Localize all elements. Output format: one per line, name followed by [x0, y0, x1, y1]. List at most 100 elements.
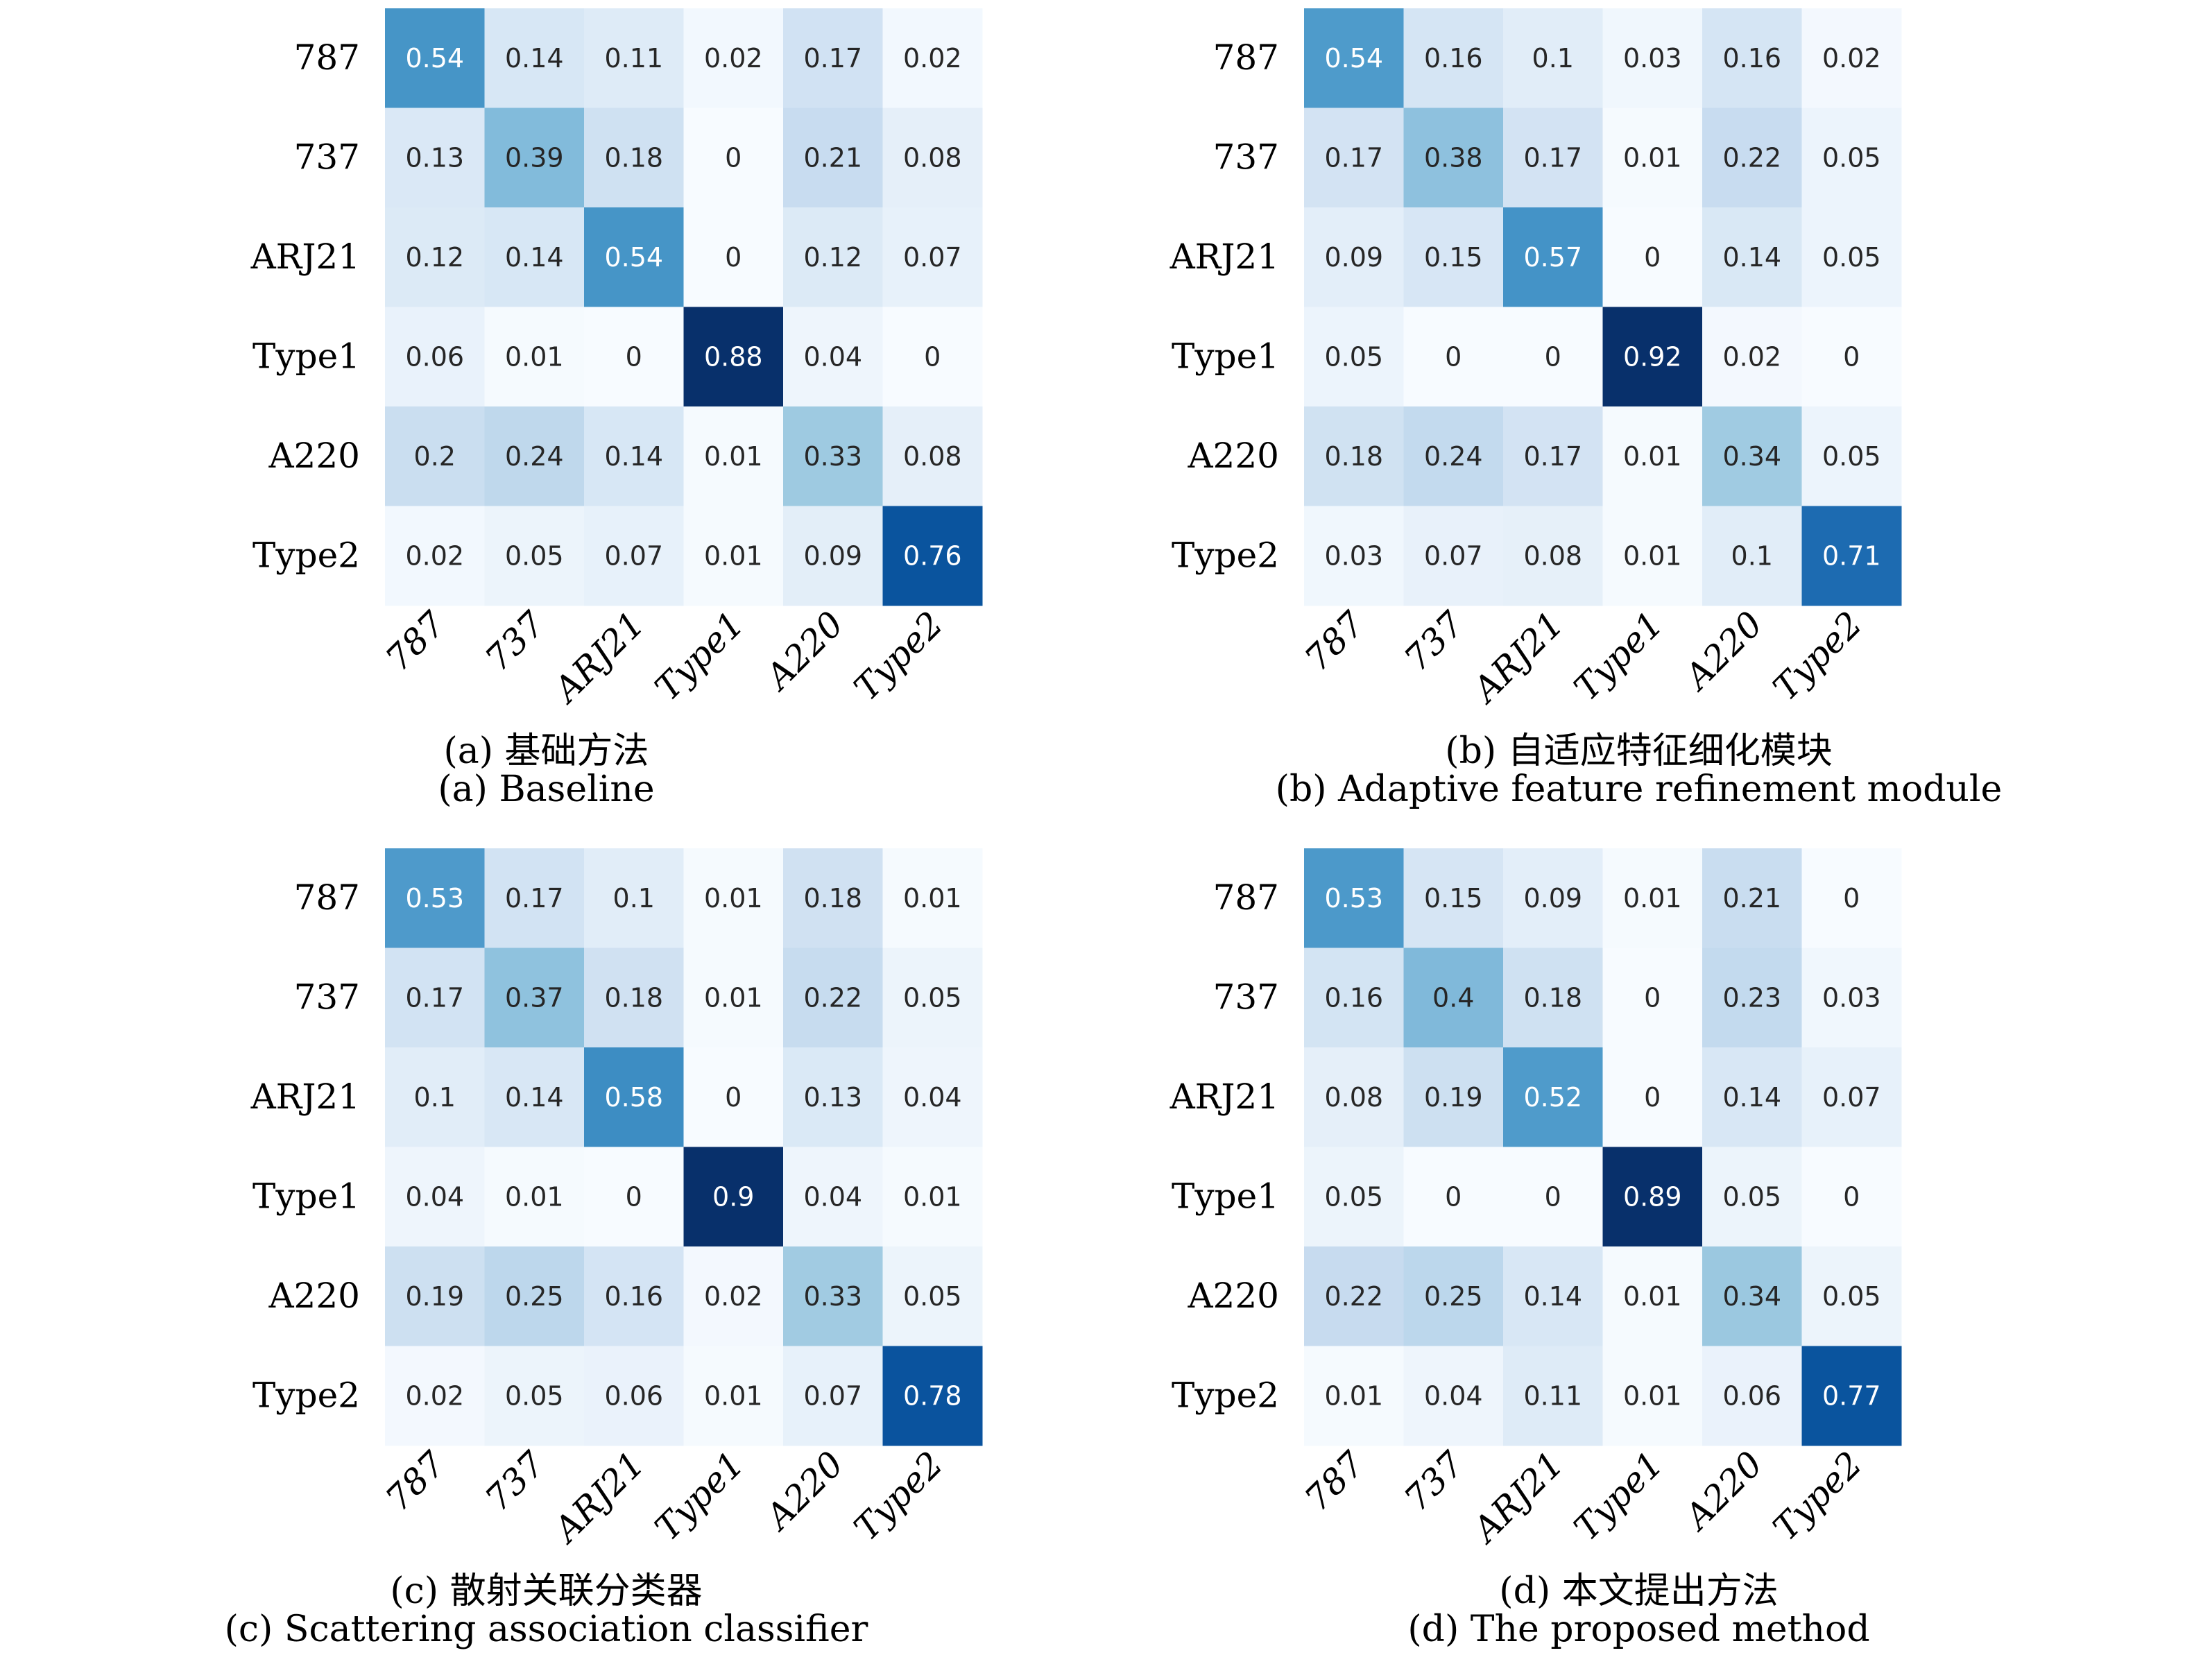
cell-value-label: 0.02 — [704, 1281, 763, 1312]
cell-value-label: 0.24 — [505, 441, 564, 472]
heatmap-cell — [1304, 1147, 1404, 1247]
cell-value-label: 0.22 — [803, 982, 862, 1013]
cell-value-label: 0.18 — [604, 142, 663, 173]
heatmap-cell — [1602, 506, 1703, 606]
cell-value-label: 0.05 — [1324, 1181, 1383, 1212]
heatmap-cell — [584, 1147, 684, 1247]
caption-b-zh: (b) 自适应特征细化模块 — [1445, 730, 1833, 772]
heatmap-cell — [1702, 307, 1802, 407]
cell-value-label: 0.03 — [1822, 982, 1881, 1013]
heatmap-cell — [1503, 8, 1603, 108]
heatmap-cell — [1702, 108, 1802, 208]
heatmap-cell — [1801, 108, 1902, 208]
cell-value-label: 0.03 — [1623, 43, 1682, 74]
heatmap-cell — [882, 506, 983, 606]
heatmap-cell — [1702, 406, 1802, 506]
cell-value-label: 0 — [1644, 242, 1661, 273]
x-tick-label: A220 — [1675, 603, 1770, 698]
heatmap-cell — [1403, 1147, 1504, 1247]
cell-value-label: 0.01 — [704, 540, 763, 571]
heatmap-cell — [1503, 506, 1603, 606]
x-tick-label: A220 — [756, 603, 851, 698]
y-tick-label: Type2 — [1172, 1375, 1279, 1415]
heatmap-cell — [584, 848, 684, 948]
y-tick-label: Type1 — [1172, 1176, 1279, 1216]
heatmap-cell — [1801, 1346, 1902, 1446]
cell-value-label: 0.92 — [1623, 341, 1682, 372]
heatmap-cell — [1304, 1246, 1404, 1346]
y-tick-label: 787 — [1213, 37, 1279, 78]
cell-value-label: 0.38 — [1424, 142, 1483, 173]
heatmap-cell — [783, 1047, 883, 1147]
heatmap-cell — [1503, 406, 1603, 506]
caption-d-en: (d) The proposed method — [1407, 1609, 1870, 1650]
y-tick-label: 737 — [294, 977, 360, 1017]
heatmap-cell — [683, 207, 784, 307]
heatmap-cell — [683, 1147, 784, 1247]
heatmap-cell — [1702, 1346, 1802, 1446]
cell-value-label: 0.14 — [1722, 242, 1781, 273]
cell-value-label: 0.14 — [1722, 1082, 1781, 1113]
cell-value-label: 0.25 — [505, 1281, 564, 1312]
heatmap-cell — [385, 406, 485, 506]
heatmap-cell — [584, 108, 684, 208]
heatmap-cell — [385, 1346, 485, 1446]
heatmap-cell — [1801, 406, 1902, 506]
heatmap-b-svg: 0.54 0.16 0.1 0.03 0.16 0.02 0.17 0.38 0.17 0.01 0… — [1169, 8, 1902, 712]
heatmap-cell — [1801, 1147, 1902, 1247]
x-tick-label: Type1 — [1566, 603, 1671, 708]
cell-value-label: 0.11 — [604, 43, 663, 74]
x-tick-label: 737 — [477, 603, 553, 679]
heatmap-cell — [1503, 848, 1603, 948]
cell-value-label: 0.77 — [1822, 1380, 1881, 1411]
heatmap-cell — [882, 8, 983, 108]
heatmap-cell — [584, 1346, 684, 1446]
x-tick-label: ARJ21 — [1464, 1443, 1571, 1551]
y-tick-label: ARJ21 — [1169, 237, 1279, 277]
caption-a-en: (a) Baseline — [438, 769, 655, 810]
cell-value-label: 0.04 — [803, 1181, 862, 1212]
cell-value-label: 0.05 — [1822, 242, 1881, 273]
cell-value-label: 0.17 — [405, 982, 464, 1013]
heatmap-cell — [882, 1346, 983, 1446]
cell-value-label: 0.01 — [505, 341, 564, 372]
heatmap-cell — [882, 848, 983, 948]
heatmap-cell — [783, 207, 883, 307]
heatmap-cell — [1503, 1047, 1603, 1147]
heatmap-cell — [783, 8, 883, 108]
cell-value-label: 0.22 — [1722, 142, 1781, 173]
y-tick-label: ARJ21 — [250, 1077, 360, 1117]
cell-value-label: 0.14 — [505, 242, 564, 273]
y-tick-label: Type2 — [252, 1375, 360, 1415]
heatmap-cell — [683, 406, 784, 506]
cell-value-label: 0.33 — [803, 441, 862, 472]
heatmap-cell — [1801, 848, 1902, 948]
cell-value-label: 0.54 — [405, 43, 464, 74]
heatmap-cell — [1503, 1147, 1603, 1247]
cell-value-label: 0.34 — [1722, 1281, 1781, 1312]
caption-c-zh: (c) 散射关联分类器 — [390, 1570, 703, 1612]
x-tick-label: Type2 — [846, 1443, 951, 1548]
cell-value-label: 0.01 — [704, 441, 763, 472]
cell-value-label: 0.16 — [604, 1281, 663, 1312]
heatmap-cell — [1602, 8, 1703, 108]
x-tick-label: 787 — [378, 1443, 454, 1519]
heatmap-cell — [882, 108, 983, 208]
cell-value-label: 0.08 — [903, 441, 962, 472]
heatmap-cell — [484, 1346, 585, 1446]
cell-value-label: 0.18 — [803, 883, 862, 914]
y-tick-label: A220 — [268, 1276, 360, 1316]
cell-value-label: 0.05 — [903, 982, 962, 1013]
cell-value-label: 0.14 — [604, 441, 663, 472]
cell-value-label: 0.05 — [1822, 1281, 1881, 1312]
cell-value-label: 0.08 — [1523, 540, 1582, 571]
heatmap-cell — [385, 1246, 485, 1346]
cell-value-label: 0.15 — [1424, 883, 1483, 914]
cell-value-label: 0.01 — [704, 883, 763, 914]
heatmap-cell — [584, 207, 684, 307]
heatmap-cell — [584, 1047, 684, 1147]
y-tick-label: Type2 — [1172, 535, 1279, 575]
heatmap-cell — [385, 1047, 485, 1147]
heatmap-cell — [1503, 1346, 1603, 1446]
cell-value-label: 0.01 — [704, 982, 763, 1013]
